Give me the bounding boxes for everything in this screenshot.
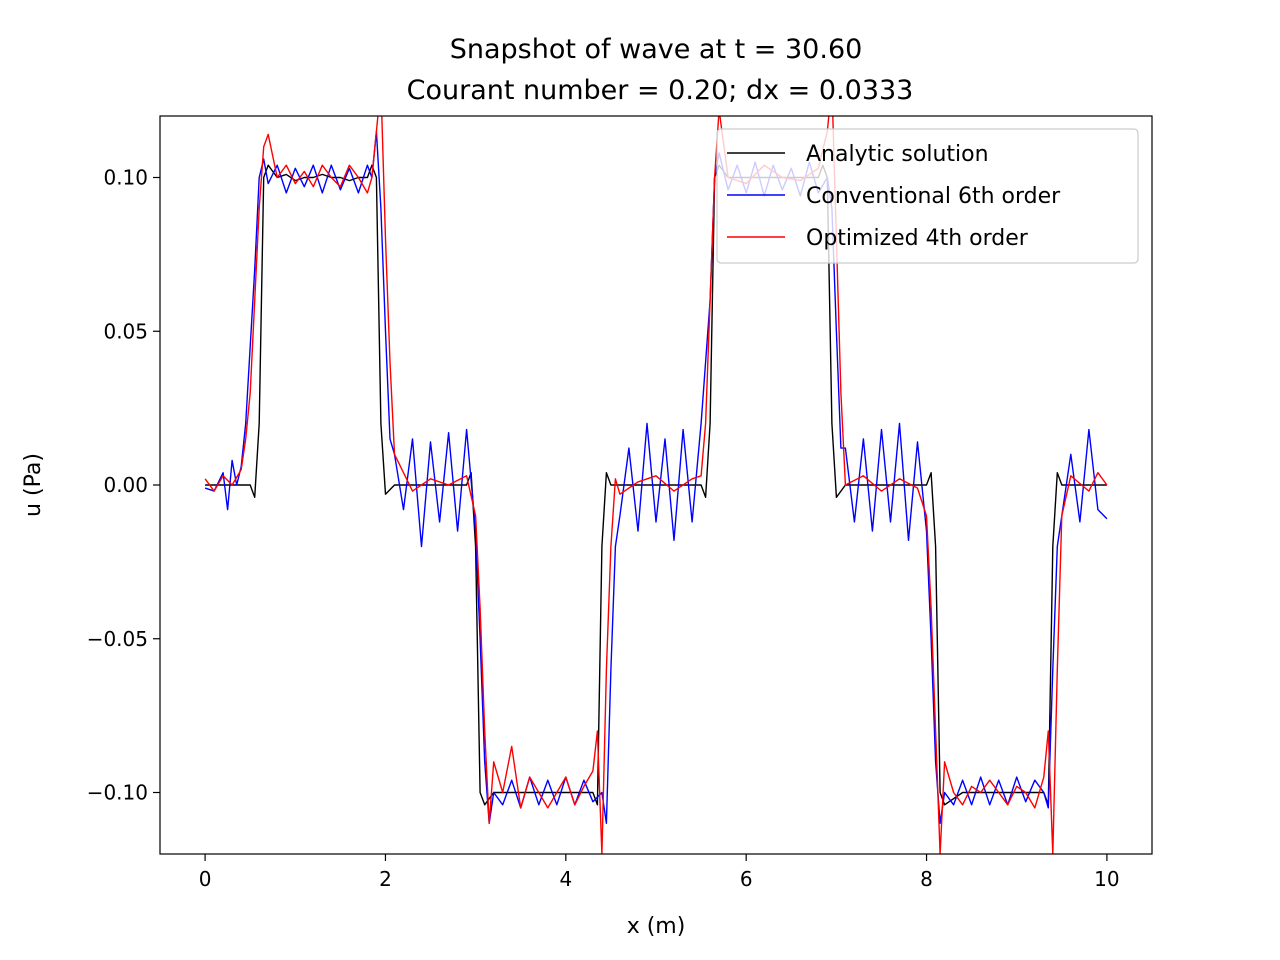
x-axis-label: x (m) xyxy=(627,914,686,939)
y-tick-label: 0.00 xyxy=(103,473,148,497)
x-tick-label: 6 xyxy=(740,867,753,891)
legend-label: Optimized 4th order xyxy=(806,226,1029,251)
x-tick-label: 2 xyxy=(379,867,392,891)
x-axis: 0 2 4 6 8 10 xyxy=(199,854,1120,891)
y-axis-label: u (Pa) xyxy=(21,453,46,517)
chart-title: Snapshot of wave at t = 30.60 xyxy=(450,34,863,65)
chart-subtitle: Courant number = 0.20; dx = 0.0333 xyxy=(407,75,914,106)
series-line-1 xyxy=(205,164,1107,806)
legend-label: Analytic solution xyxy=(806,142,989,167)
y-axis: 0.10 0.05 0.00 −0.05 −0.10 xyxy=(87,166,160,805)
legend-label: Conventional 6th order xyxy=(806,184,1061,209)
y-tick-label: −0.10 xyxy=(87,781,148,805)
x-tick-label: 10 xyxy=(1094,867,1119,891)
x-tick-label: 8 xyxy=(920,867,933,891)
y-tick-label: 0.10 xyxy=(103,166,148,190)
x-tick-label: 4 xyxy=(559,867,572,891)
y-tick-label: 0.05 xyxy=(103,319,148,343)
x-tick-label: 0 xyxy=(199,867,212,891)
series-line-3 xyxy=(204,116,1108,854)
legend-box xyxy=(716,128,1139,264)
y-tick-label: −0.05 xyxy=(87,627,148,651)
series-layer xyxy=(204,116,1108,854)
legend: Analytic solution Conventional 6th order O… xyxy=(716,128,1139,264)
